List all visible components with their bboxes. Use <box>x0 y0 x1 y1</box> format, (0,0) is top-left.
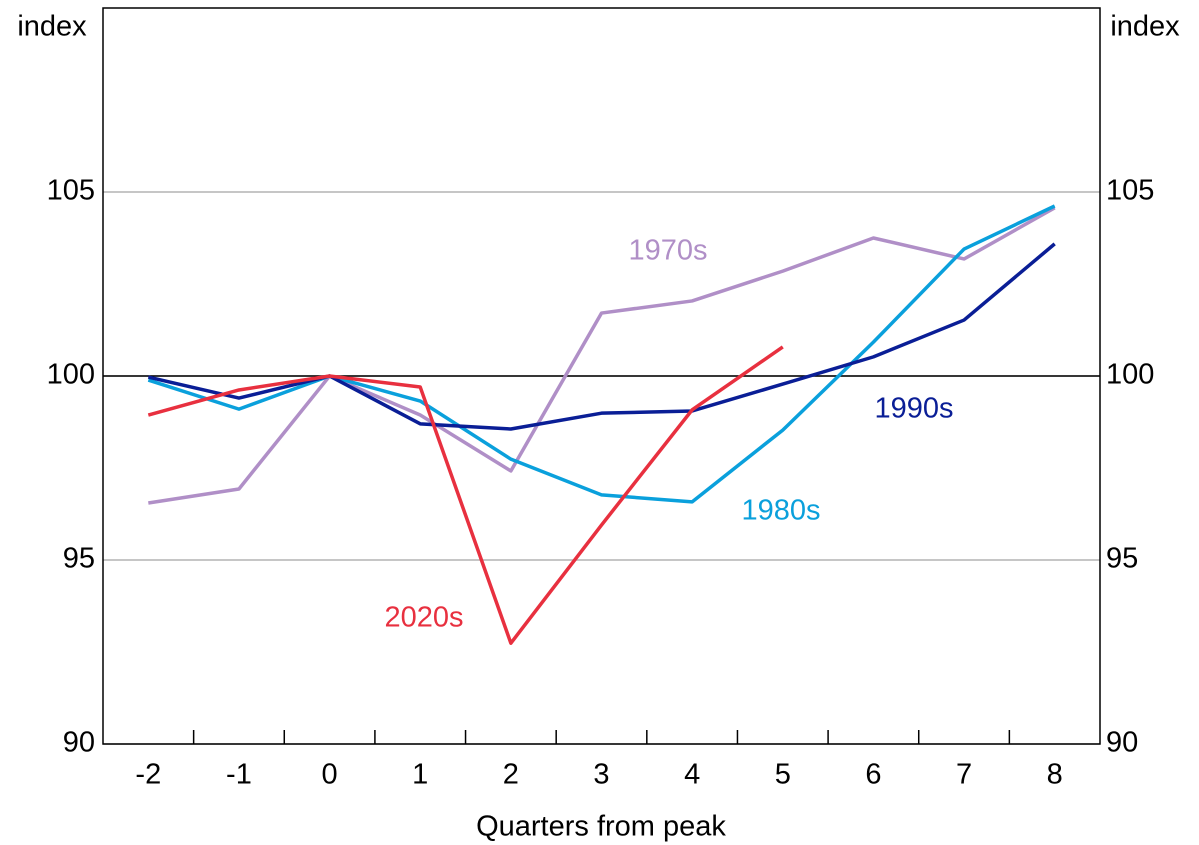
series-line <box>148 206 1056 505</box>
series-label: 1990s <box>874 393 953 425</box>
x-tick-label: 0 <box>322 759 338 791</box>
series-line <box>147 204 1056 504</box>
series-label: 2020s <box>384 602 463 634</box>
x-tick-label: 1 <box>412 759 428 791</box>
x-tick-label: 2 <box>503 759 519 791</box>
y-axis-label: index <box>17 11 87 43</box>
y-tick-label: 95 <box>63 543 95 575</box>
y2-axis-label: index <box>1110 11 1180 43</box>
y-tick-label: 100 <box>47 359 95 391</box>
series-line <box>147 345 784 645</box>
y-tick-label: 90 <box>63 727 95 759</box>
plot-frame <box>102 7 1101 745</box>
x-tick-label: 7 <box>956 759 972 791</box>
x-tick-label: 4 <box>684 759 700 791</box>
x-tick-label: 3 <box>593 759 609 791</box>
x-tick-label: 8 <box>1047 759 1063 791</box>
y2-tick-label: 95 <box>1106 543 1138 575</box>
x-tick-label: 6 <box>865 759 881 791</box>
x-tick-label: -1 <box>226 759 252 791</box>
x-tick-label: -2 <box>135 759 161 791</box>
y2-tick-label: 100 <box>1106 359 1154 391</box>
y2-tick-label: 90 <box>1106 727 1138 759</box>
series-label: 1980s <box>741 495 820 527</box>
series-label: 1970s <box>628 235 707 267</box>
y2-tick-label: 105 <box>1106 175 1154 207</box>
y-tick-label: 105 <box>47 175 95 207</box>
x-tick-label: 5 <box>775 759 791 791</box>
series-line <box>147 242 1056 431</box>
x-axis-label: Quarters from peak <box>476 811 726 843</box>
